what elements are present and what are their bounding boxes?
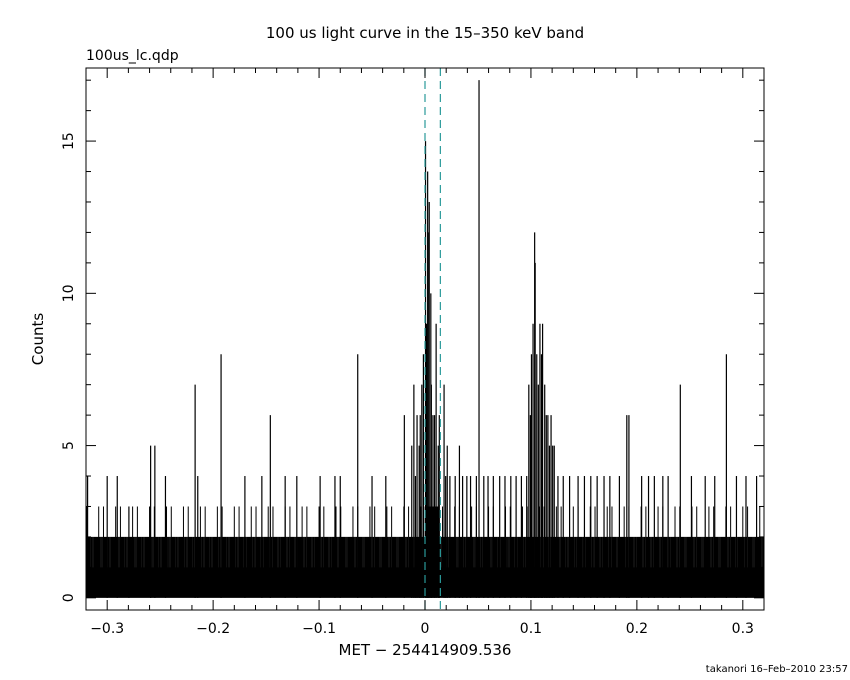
- footer-stamp: takanori 16–Feb–2010 23:57: [706, 664, 848, 675]
- y-axis-label: Counts: [29, 313, 47, 366]
- x-tick-label: 0.3: [732, 621, 754, 637]
- x-axis: −0.3 −0.2 −0.1 0 0.1 0.2 0.3: [85, 68, 765, 637]
- x-tick-label: −0.2: [196, 621, 230, 637]
- x-tick-label: 0.2: [626, 621, 648, 637]
- y-tick-label: 0: [61, 593, 77, 602]
- file-label: 100us_lc.qdp: [86, 48, 179, 64]
- chart-title: 100 us light curve in the 15–350 keV ban…: [266, 24, 584, 42]
- x-axis-label: MET − 254414909.536: [339, 641, 512, 659]
- x-tick-label: −0.1: [302, 621, 336, 637]
- y-tick-label: 10: [61, 284, 77, 302]
- x-tick-label: −0.3: [90, 621, 124, 637]
- y-tick-label: 15: [61, 132, 77, 150]
- counts-series: [85, 80, 765, 598]
- x-tick-label: 0.1: [520, 621, 542, 637]
- y-tick-label: 5: [61, 441, 77, 450]
- x-tick-label: 0: [421, 621, 430, 637]
- y-axis: 0 5 10 15: [61, 79, 764, 602]
